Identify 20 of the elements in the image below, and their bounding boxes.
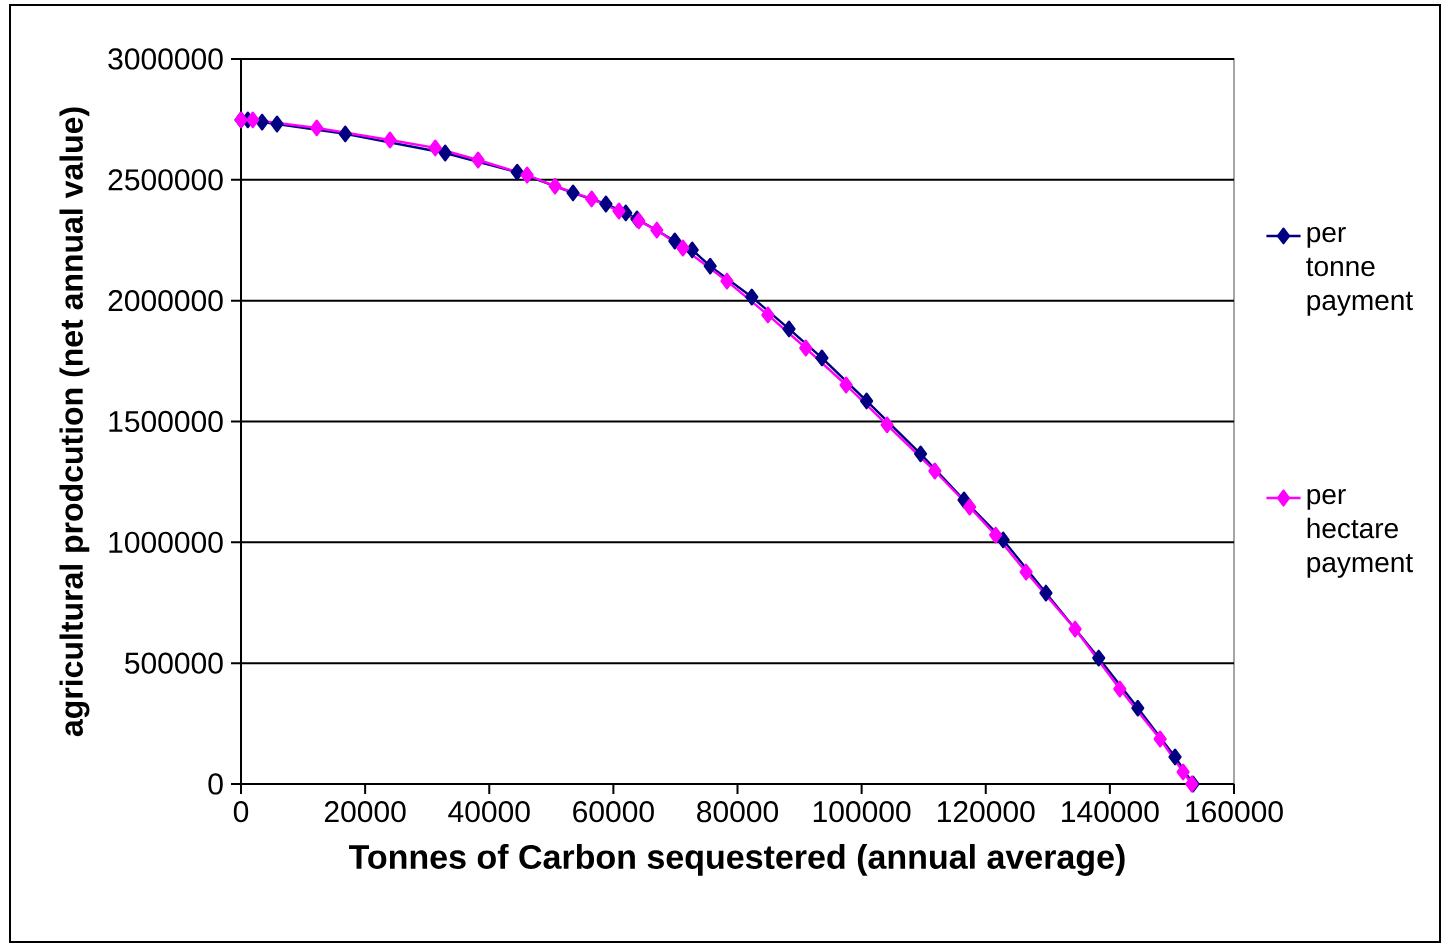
y-tick-label: 2500000 (108, 169, 223, 191)
legend-label: per hectare payment (1307, 488, 1413, 578)
x-tick-label: 40000 (448, 801, 530, 823)
y-tick-label: 500000 (125, 652, 223, 674)
x-tick-label: 60000 (573, 801, 654, 823)
x-tick-label: 0 (233, 801, 249, 823)
x-tick-label: 80000 (697, 801, 779, 823)
y-tick-label: 1000000 (109, 531, 223, 553)
x-tick-label: 140000 (1062, 801, 1159, 823)
x-tick-label: 160000 (1186, 801, 1283, 823)
x-tick-label: 20000 (324, 801, 406, 823)
x-tick-label: 100000 (813, 801, 911, 823)
y-tick-label: 1500000 (109, 410, 223, 433)
x-axis-title: Tonnes of Carbon sequestered (annual average) (349, 844, 1125, 876)
y-tick-label: 3000000 (108, 48, 223, 70)
y-tick-label: 0 (208, 773, 223, 795)
y-tick-label: 2000000 (108, 290, 223, 312)
legend-label: per tonne payment (1306, 226, 1413, 316)
y-axis-title: agricultural prodcution (net annual value) (59, 107, 90, 737)
x-tick-label: 120000 (937, 801, 1035, 823)
